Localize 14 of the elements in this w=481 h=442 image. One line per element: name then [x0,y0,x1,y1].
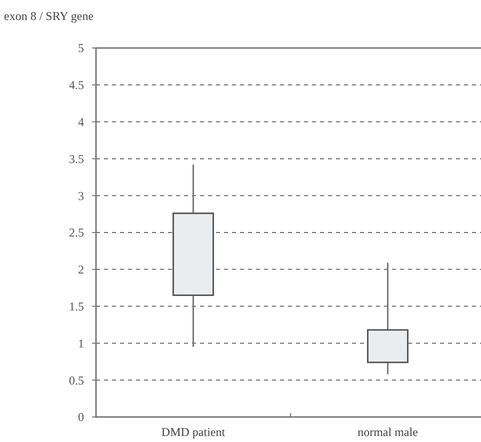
y-tick-label: 3.5 [69,152,84,166]
y-tick-label: 0 [78,410,84,424]
x-tick-label: DMD patient [161,425,226,439]
y-axis-title: exon 8 / SRY gene [4,9,94,23]
y-tick-label: 5 [78,41,84,56]
y-tick-label: 3 [78,188,84,203]
y-tick-label: 4 [78,115,84,129]
y-tick-label: 2 [78,262,84,277]
y-tick-label: 4.5 [69,78,84,92]
y-tick-label: 0.5 [69,373,84,388]
y-tick-label: 1.5 [69,300,84,314]
y-tick-label: 1 [78,336,84,350]
x-tick-label: normal male [358,425,418,439]
y-tick-label: 2.5 [69,226,84,240]
